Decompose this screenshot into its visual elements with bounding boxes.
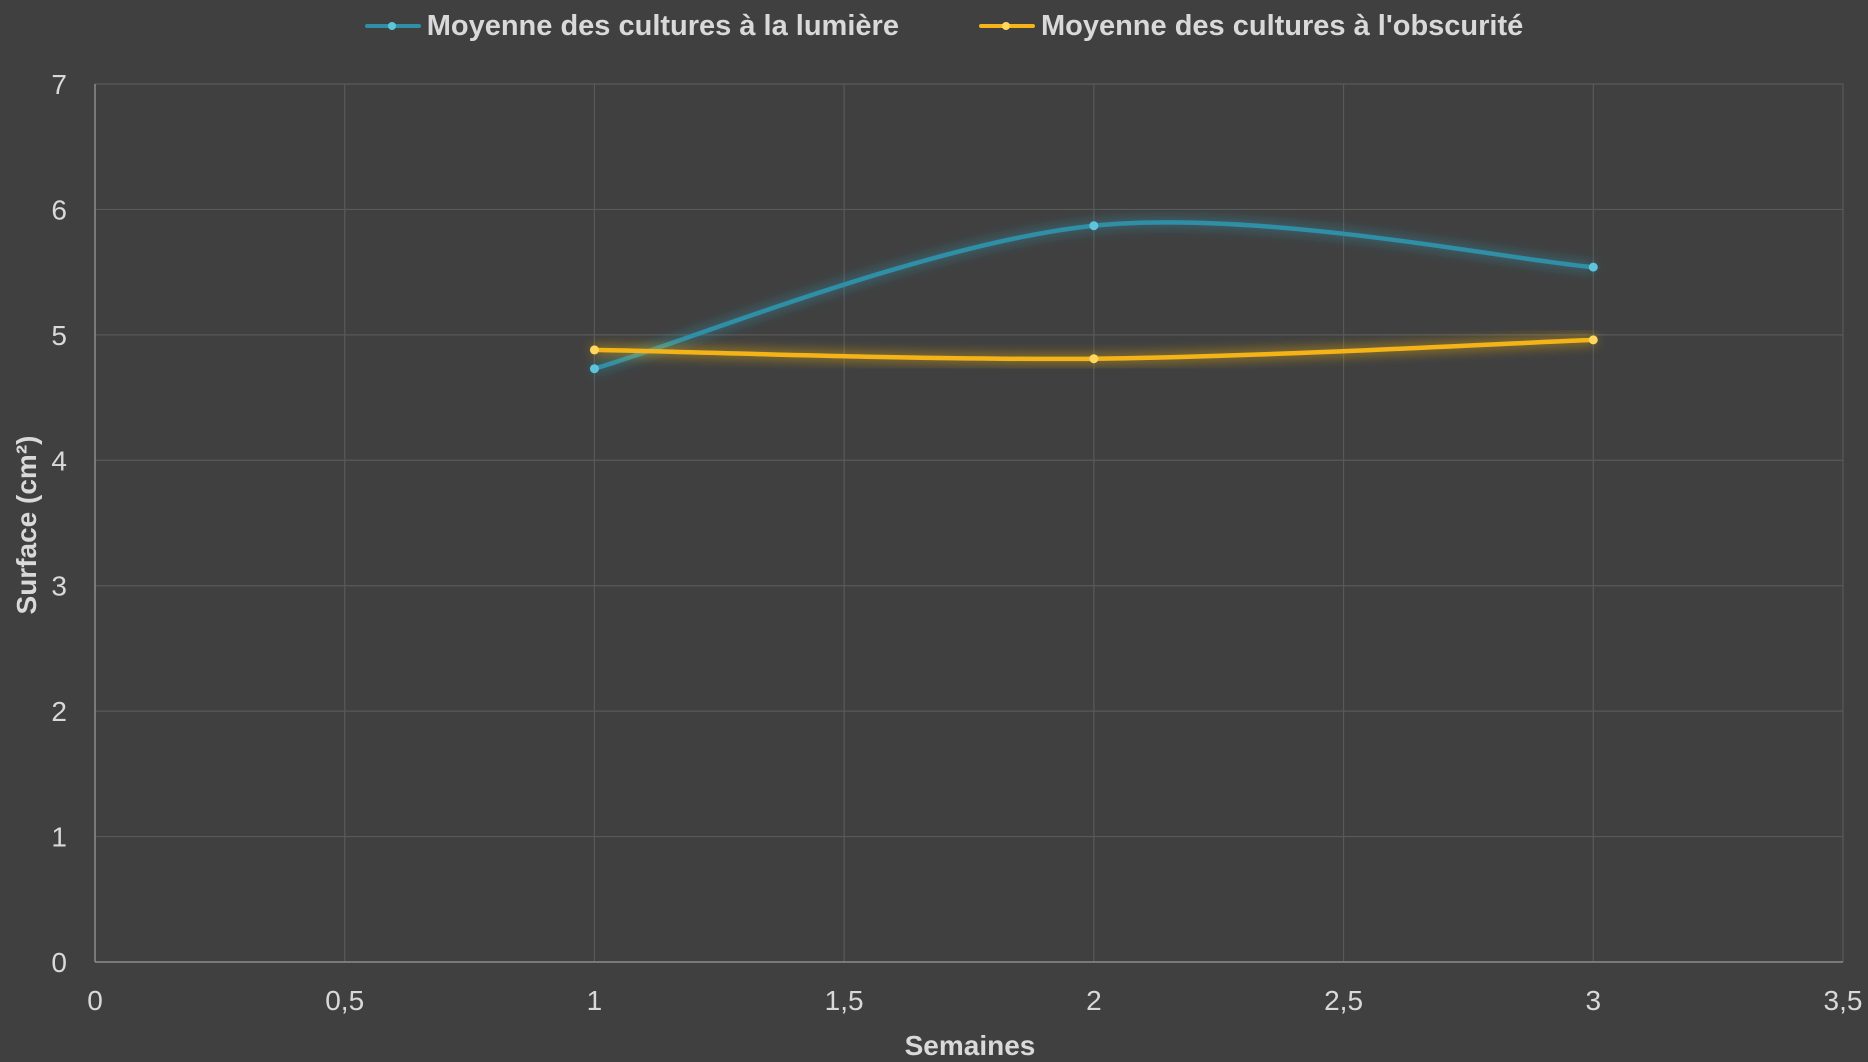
gridlines bbox=[95, 83, 1844, 962]
x-tick-label: 3,5 bbox=[1824, 985, 1863, 1016]
legend: Moyenne des cultures à la lumière Moyenn… bbox=[0, 0, 1868, 52]
legend-label-light: Moyenne des cultures à la lumière bbox=[426, 9, 899, 42]
legend-item-dark[interactable]: Moyenne des cultures à l'obscurité bbox=[978, 9, 1524, 43]
x-tick-label: 0,5 bbox=[325, 985, 364, 1016]
x-tick-label: 0 bbox=[87, 985, 103, 1016]
data-point bbox=[589, 345, 599, 355]
y-tick-label: 6 bbox=[51, 194, 67, 225]
data-point bbox=[1089, 354, 1099, 364]
legend-label-dark: Moyenne des cultures à l'obscurité bbox=[1040, 9, 1524, 42]
x-tick-label: 2,5 bbox=[1324, 985, 1363, 1016]
data-point bbox=[1089, 221, 1099, 231]
y-tick-label: 2 bbox=[51, 696, 67, 727]
legend-swatch-light bbox=[364, 22, 421, 30]
x-tick-label: 3 bbox=[1585, 985, 1601, 1016]
y-tick-label: 0 bbox=[51, 947, 67, 978]
y-tick-label: 7 bbox=[51, 69, 67, 100]
tick-labels: 0 0,5 1 1,5 2 2,5 3 3,5 0 1 2 3 4 5 6 7 bbox=[51, 69, 1862, 1016]
x-tick-label: 1,5 bbox=[825, 985, 864, 1016]
data-point bbox=[1588, 335, 1598, 345]
y-tick-label: 5 bbox=[51, 320, 67, 351]
y-tick-label: 4 bbox=[51, 445, 67, 476]
legend-swatch-dark bbox=[978, 22, 1035, 30]
x-tick-label: 1 bbox=[587, 985, 603, 1016]
y-tick-label: 1 bbox=[51, 822, 67, 853]
legend-item-light[interactable]: Moyenne des cultures à la lumière bbox=[364, 9, 899, 43]
x-axis-title: Semaines bbox=[904, 1030, 1036, 1061]
y-tick-label: 3 bbox=[51, 571, 67, 602]
axes bbox=[94, 84, 1843, 963]
y-axis-title: Surface (cm²) bbox=[11, 435, 42, 615]
data-point bbox=[589, 364, 599, 374]
series-lines bbox=[589, 220, 1598, 374]
x-tick-label: 2 bbox=[1086, 985, 1102, 1016]
data-point bbox=[1588, 262, 1598, 272]
